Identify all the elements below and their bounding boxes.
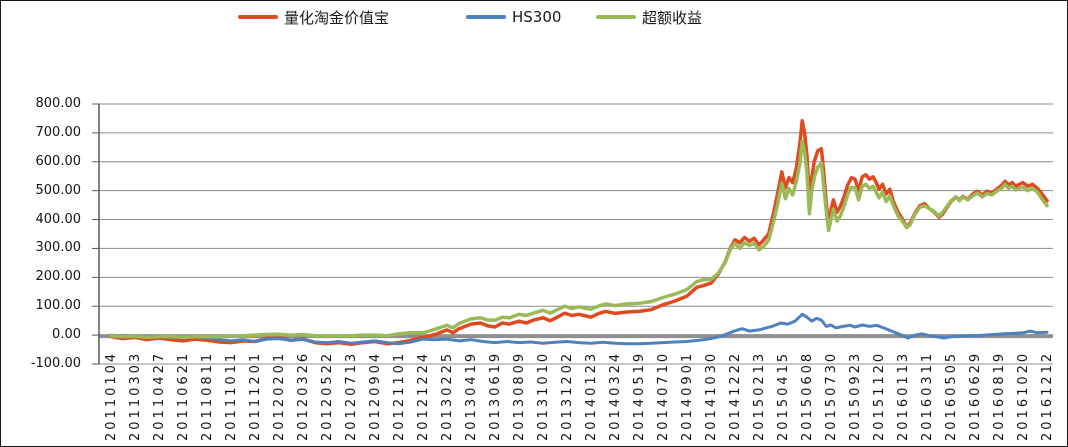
- y-axis-label: 700.00: [35, 124, 82, 140]
- x-axis-label: 20110427: [152, 350, 167, 441]
- y-axis-label: 400.00: [35, 211, 82, 227]
- legend-item: 超额收益: [596, 7, 702, 27]
- series-line-1: [109, 312, 1049, 346]
- x-axis-label: 20141222: [728, 350, 743, 441]
- x-axis-label: 20111201: [248, 350, 263, 441]
- x-axis-label: 20131010: [536, 350, 551, 441]
- x-axis-label: 20150415: [776, 350, 791, 441]
- x-axis-label: 20160629: [968, 350, 983, 441]
- y-axis-label: 200.00: [35, 269, 82, 285]
- x-axis-label: 20110104: [104, 350, 119, 441]
- x-axis-label: 20140519: [632, 350, 647, 441]
- legend-item: HS300: [466, 7, 561, 27]
- legend-line-icon: [596, 15, 636, 19]
- x-axis-label: 20140901: [680, 350, 695, 441]
- x-axis-label: 20141030: [704, 350, 719, 441]
- legend-label: 超额收益: [642, 8, 703, 27]
- x-axis-label: 20140123: [584, 350, 599, 441]
- x-axis-label: 20161212: [1040, 350, 1055, 441]
- legend-line-icon: [238, 15, 278, 19]
- x-axis-label: 20121101: [392, 350, 407, 441]
- x-axis-label: 20160311: [920, 350, 935, 441]
- x-axis-label: 20110303: [128, 350, 143, 441]
- legend-label: 量化淘金价值宝: [284, 8, 390, 27]
- x-axis-label: 20120713: [344, 350, 359, 441]
- x-axis-label: 20150923: [848, 350, 863, 441]
- y-axis-label: 800.00: [35, 95, 82, 111]
- x-axis-label: 20130619: [488, 350, 503, 441]
- x-axis-label: 20160819: [992, 350, 1007, 441]
- y-axis-label: 300.00: [35, 240, 82, 256]
- x-axis-label: 20110621: [176, 350, 191, 441]
- legend-line-icon: [466, 15, 506, 19]
- y-axis-label: 100.00: [35, 298, 82, 314]
- y-axis-label: 0.00: [52, 327, 81, 343]
- x-axis-label: 20140324: [608, 350, 623, 441]
- series-line-2: [109, 139, 1049, 340]
- x-axis-label: 20120522: [320, 350, 335, 441]
- y-axis-label: -100.00: [30, 355, 81, 371]
- series-line-0: [109, 119, 1049, 347]
- x-axis-label: 20150213: [752, 350, 767, 441]
- x-axis-label: 20140710: [656, 350, 671, 441]
- x-axis-label: 20121224: [416, 350, 431, 441]
- x-axis-label: 20130419: [464, 350, 479, 441]
- y-axis-label: 500.00: [35, 182, 82, 198]
- x-axis-label: 20120201: [272, 350, 287, 441]
- x-axis-label: 20161020: [1016, 350, 1031, 441]
- x-axis-label: 20130809: [512, 350, 527, 441]
- x-axis-label: 20120904: [368, 350, 383, 441]
- x-axis-label: 20150608: [800, 350, 815, 441]
- x-axis-label: 20160113: [896, 350, 911, 441]
- y-axis-label: 600.00: [35, 153, 82, 169]
- x-axis-label: 20130225: [440, 350, 455, 441]
- x-axis-label: 20131202: [560, 350, 575, 441]
- legend-label: HS300: [512, 8, 562, 26]
- x-axis-label: 20150730: [824, 350, 839, 441]
- x-axis-label: 20120326: [296, 350, 311, 441]
- x-axis-label: 20160505: [944, 350, 959, 441]
- x-axis-label: 20151120: [872, 350, 887, 441]
- x-axis-label: 20110811: [200, 350, 215, 441]
- x-axis-label: 20111011: [224, 350, 239, 441]
- legend-item: 量化淘金价值宝: [238, 7, 389, 27]
